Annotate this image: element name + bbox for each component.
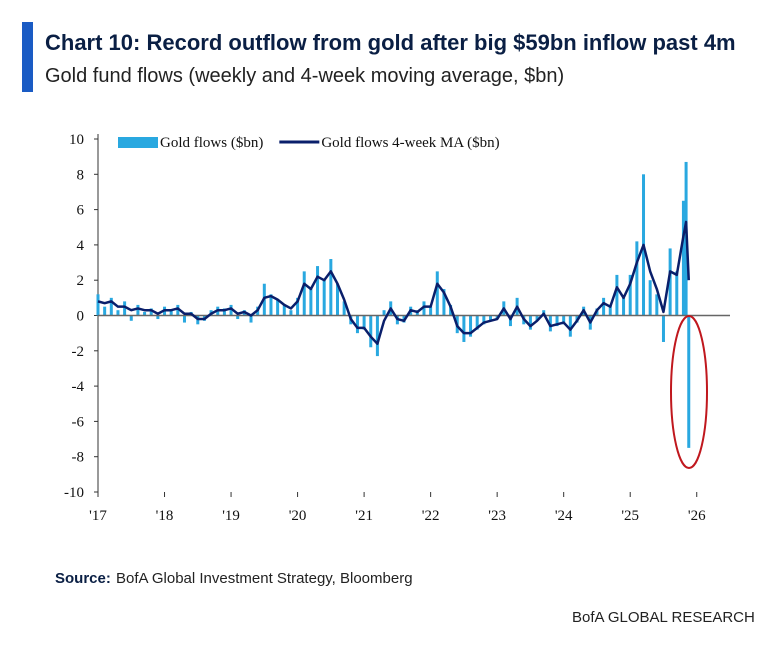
x-tick-label: '20 [289, 508, 307, 524]
bar [156, 315, 160, 320]
bar [562, 315, 566, 325]
bar [628, 274, 632, 316]
bar [322, 280, 326, 316]
bar [608, 304, 612, 316]
bar [316, 266, 320, 316]
bar [681, 200, 685, 316]
bar [182, 315, 186, 323]
bar [469, 315, 473, 337]
bar [648, 280, 652, 316]
x-tick-label: '21 [355, 508, 373, 524]
bar [635, 241, 639, 316]
bar [462, 315, 466, 342]
bar [335, 283, 339, 316]
x-tick-label: '23 [488, 508, 506, 524]
bar [289, 310, 293, 316]
source-text: BofA Global Investment Strategy, Bloombe… [116, 570, 413, 587]
bar [355, 315, 359, 334]
bar [442, 289, 446, 316]
bar [302, 271, 306, 316]
bar [568, 315, 572, 337]
y-tick-label: -4 [72, 379, 85, 395]
bar [675, 271, 679, 316]
legend-swatch [118, 137, 158, 148]
bar [282, 304, 286, 316]
bar [489, 315, 493, 321]
bar [236, 315, 240, 320]
x-tick-label: '18 [156, 508, 174, 524]
bar [535, 315, 539, 321]
bar [422, 301, 426, 316]
bar [309, 289, 313, 316]
bar [329, 259, 333, 316]
legend-label: Gold flows 4-week MA ($bn) [321, 135, 499, 151]
bar [382, 310, 386, 316]
bar [375, 315, 379, 357]
bar [429, 306, 433, 316]
bar [622, 297, 626, 316]
bar [655, 294, 659, 316]
bar [249, 315, 253, 323]
x-tick-label: '25 [621, 508, 639, 524]
bar [687, 315, 691, 448]
y-tick-label: 2 [77, 273, 85, 289]
footer: BofA GLOBAL RESEARCH [572, 609, 755, 626]
bar [129, 315, 133, 321]
bar [602, 297, 606, 316]
bar [668, 248, 672, 316]
bar [149, 308, 153, 316]
bar [661, 315, 665, 342]
y-tick-label: 4 [77, 238, 85, 254]
title-accent [22, 22, 33, 92]
x-tick-label: '22 [422, 508, 440, 524]
bar [109, 297, 113, 316]
bar [362, 315, 366, 330]
bar [276, 299, 280, 316]
plot-area: -10 -8 -6 -4 -2 0 2 4 6 8 10 '17 '18 '19 '20 '21 '22 '23 '… [64, 132, 730, 524]
bar [475, 315, 479, 330]
bar [176, 304, 180, 316]
bar [269, 294, 273, 316]
x-tick-label: '19 [222, 508, 240, 524]
x-tick-label: '26 [688, 508, 706, 524]
bar [508, 315, 512, 327]
bar [555, 315, 559, 327]
bar [116, 310, 120, 316]
ma-line [97, 220, 690, 345]
bar [96, 294, 100, 316]
legend-label: Gold flows ($bn) [160, 135, 263, 151]
bar [103, 306, 107, 316]
bar [222, 308, 226, 316]
bar [528, 315, 532, 330]
y-tick-label: 6 [77, 203, 85, 219]
y-tick-label: -6 [72, 414, 85, 430]
y-tick-label: -8 [72, 450, 85, 466]
source-label: Source: [55, 570, 111, 587]
bar [143, 311, 147, 316]
highlight-ellipse [670, 315, 708, 469]
bar [482, 315, 486, 325]
y-tick-label: 0 [77, 309, 85, 325]
chart-title: Chart 10: Record outflow from gold after… [45, 30, 736, 55]
bar [435, 271, 439, 316]
y-tick-label: -10 [64, 485, 84, 501]
y-tick-label: 10 [69, 132, 84, 148]
y-tick-label: 8 [77, 167, 85, 183]
y-tick-label: -2 [72, 344, 85, 360]
chart-subtitle: Gold fund flows (weekly and 4-week movin… [45, 65, 564, 87]
bar [123, 301, 127, 316]
bar [296, 297, 300, 316]
x-tick-label: '24 [555, 508, 573, 524]
bar [169, 310, 173, 316]
bar [342, 301, 346, 316]
bar [548, 315, 552, 332]
bar [136, 304, 140, 316]
bar [229, 304, 233, 316]
bar [369, 315, 373, 348]
x-tick-label: '17 [89, 508, 107, 524]
bar [615, 274, 619, 316]
